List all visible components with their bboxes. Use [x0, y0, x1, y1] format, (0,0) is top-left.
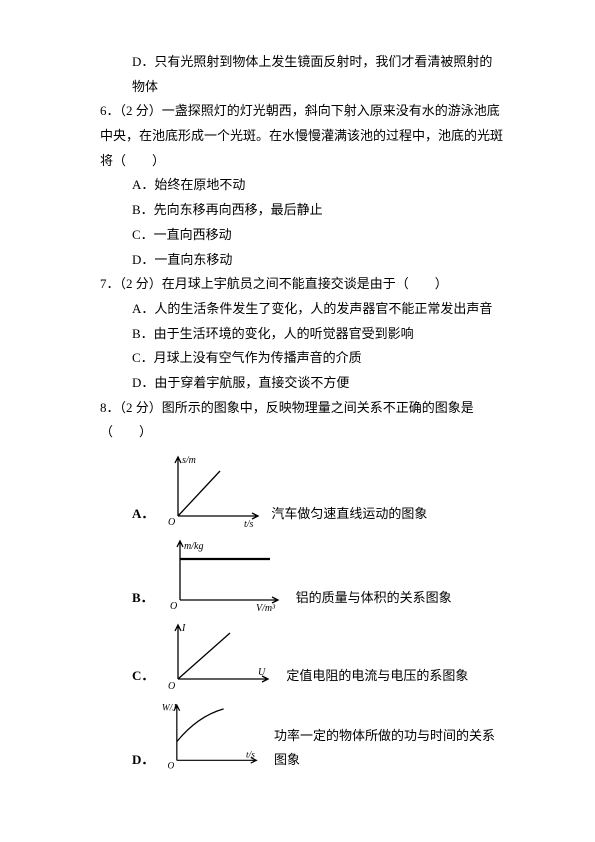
option-text: 由于穿着宇航服，直接交谈不方便 [154, 375, 349, 390]
svg-text:W/J: W/J [162, 704, 177, 714]
option-letter: B． [132, 586, 154, 613]
chart-a-icon: s/m t/s O [160, 451, 265, 529]
chart-c-icon: I U O [160, 619, 280, 691]
option-letter: C． [132, 664, 154, 691]
q6-option-c[interactable]: C．一直向西移动 [132, 223, 505, 248]
option-label: B． [132, 202, 154, 217]
svg-text:O: O [168, 517, 175, 528]
option-label: A． [132, 301, 154, 316]
chart-d-icon: W/J t/s O [160, 697, 268, 775]
option-label: D． [132, 252, 154, 267]
option-text: 由于生活环境的变化，人的听觉器官受到影响 [154, 326, 414, 341]
option-label: D． [132, 54, 154, 69]
option-text: 月球上没有空气作为传播声音的介质 [154, 350, 362, 365]
chart-b-icon: m/kg V/m³ O [160, 535, 290, 613]
svg-text:O: O [170, 601, 177, 612]
q8-stem: 8．（2 分）图所示的图象中，反映物理量之间关系不正确的图象是（ ） [100, 396, 505, 445]
option-label: C． [132, 350, 154, 365]
svg-text:m/kg: m/kg [184, 541, 203, 552]
q6-option-a[interactable]: A．始终在原地不动 [132, 173, 505, 198]
q7-stem: 7．（2 分）在月球上宇航员之间不能直接交谈是由于（ ） [100, 272, 505, 297]
q8-option-a[interactable]: A． s/m t/s O 汽车做匀速直线运动的图象 [132, 451, 505, 529]
svg-text:U: U [258, 667, 266, 678]
option-text: 一直向西移动 [154, 227, 232, 242]
q7-option-a[interactable]: A．人的生活条件发生了变化，人的发声器官不能正常发出声音 [132, 297, 505, 322]
option-text: 先向东移再向西移，最后静止 [154, 202, 323, 217]
option-label: C． [132, 227, 154, 242]
svg-text:V/m³: V/m³ [256, 603, 276, 613]
svg-text:t/s: t/s [246, 751, 255, 761]
q7-option-b[interactable]: B．由于生活环境的变化，人的听觉器官受到影响 [132, 322, 505, 347]
option-text: 始终在原地不动 [154, 177, 245, 192]
svg-text:O: O [168, 762, 175, 772]
option-text: 人的生活条件发生了变化，人的发声器官不能正常发出声音 [154, 301, 492, 316]
option-caption: 铝的质量与体积的关系图象 [296, 586, 452, 613]
option-label: D． [132, 375, 154, 390]
svg-text:t/s: t/s [244, 519, 254, 529]
option-letter: A． [132, 502, 154, 529]
q8-option-b[interactable]: B． m/kg V/m³ O 铝的质量与体积的关系图象 [132, 535, 505, 613]
option-caption: 汽车做匀速直线运动的图象 [271, 502, 427, 529]
q6-stem: 6．（2 分）一盏探照灯的灯光朝西，斜向下射入原来没有水的游泳池底中央，在池底形… [100, 99, 505, 173]
q7-option-c[interactable]: C．月球上没有空气作为传播声音的介质 [132, 346, 505, 371]
q8-option-c[interactable]: C． I U O 定值电阻的电流与电压的系图象 [132, 619, 505, 691]
q5-option-d[interactable]: D．只有光照射到物体上发生镜面反射时，我们才看清被照射的物体 [132, 50, 505, 99]
q7-option-d[interactable]: D．由于穿着宇航服，直接交谈不方便 [132, 371, 505, 396]
q8-option-d[interactable]: D． W/J t/s O 功率一定的物体所做的功与时间的关系图象 [132, 697, 505, 775]
option-caption: 功率一定的物体所做的功与时间的关系图象 [274, 724, 505, 775]
svg-text:s/m: s/m [182, 455, 196, 466]
option-label: B． [132, 326, 154, 341]
option-text: 一直向东移动 [154, 252, 232, 267]
svg-text:I: I [181, 623, 186, 634]
svg-text:O: O [168, 681, 175, 691]
option-caption: 定值电阻的电流与电压的系图象 [286, 664, 468, 691]
option-label: A． [132, 177, 154, 192]
option-letter: D． [132, 748, 154, 775]
option-text: 只有光照射到物体上发生镜面反射时，我们才看清被照射的物体 [132, 54, 492, 94]
q6-option-d[interactable]: D．一直向东移动 [132, 248, 505, 273]
q6-option-b[interactable]: B．先向东移再向西移，最后静止 [132, 198, 505, 223]
